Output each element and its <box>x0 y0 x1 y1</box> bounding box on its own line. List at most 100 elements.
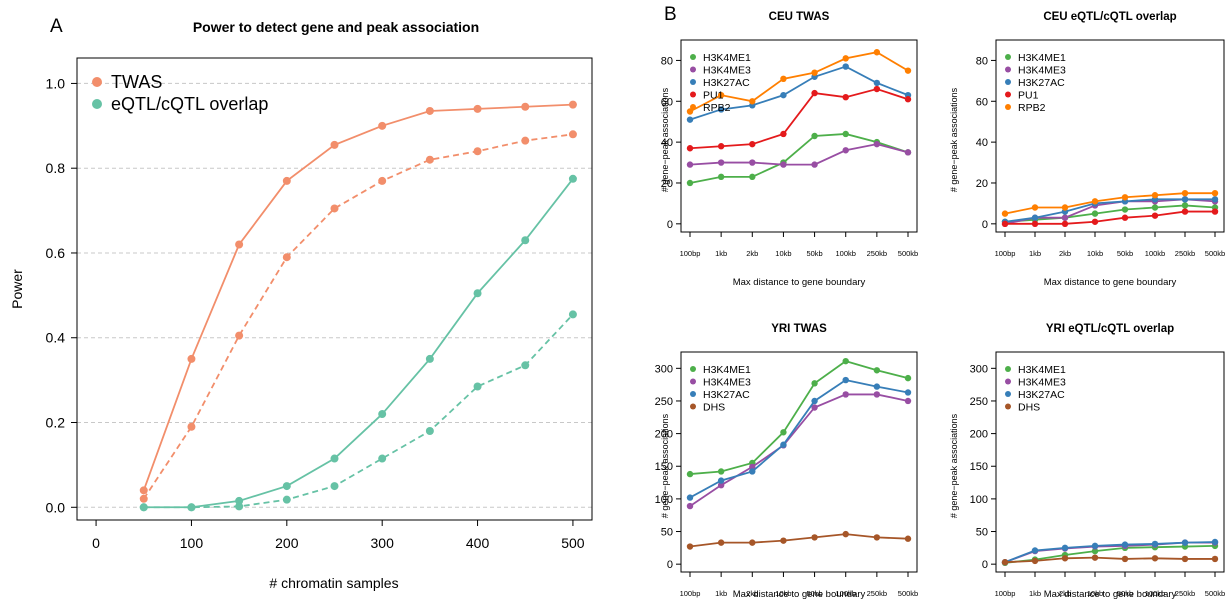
data-point <box>473 382 482 391</box>
x-tick-label: 100kb <box>835 249 855 258</box>
y-axis-label: # gene−peak associations <box>660 87 670 192</box>
legend-label: RPB2 <box>703 102 731 114</box>
data-point <box>842 93 849 101</box>
legend-label: DHS <box>703 402 725 414</box>
legend-label: H3K4ME3 <box>703 377 751 389</box>
data-point <box>473 147 482 156</box>
series-line-rpb2 <box>1004 192 1215 215</box>
data-point <box>568 174 577 183</box>
x-tick-label: 200 <box>275 535 299 551</box>
x-axis-label: # chromatin samples <box>269 575 398 591</box>
x-tick-label: 250kb <box>1175 249 1195 258</box>
data-point <box>904 389 912 396</box>
panel-b-ceu-overlap-chart: 0 20 40 60 80 100bp 1kb 2kb 10kb 50kb 100kb 250kb 50… <box>949 11 1225 288</box>
data-point <box>521 102 530 111</box>
data-point <box>749 173 756 181</box>
y-tick-label: 150 <box>655 461 673 473</box>
series-line-h3k4me1 <box>1004 204 1216 223</box>
data-point <box>378 121 387 130</box>
data-point <box>811 534 818 541</box>
y-tick-label: 100 <box>655 494 673 506</box>
data-point <box>1031 204 1039 211</box>
x-tick-label: 2kb <box>746 589 758 598</box>
x-tick-label: 250kb <box>1175 589 1195 598</box>
data-point <box>1151 540 1159 548</box>
series-line-pu1 <box>689 88 909 150</box>
legend-label: TWAS <box>111 72 162 92</box>
data-point <box>330 204 339 213</box>
x-tick-label: 50kb <box>806 249 822 258</box>
data-point <box>904 397 912 405</box>
data-point <box>780 130 787 138</box>
data-point <box>873 391 881 398</box>
data-point <box>235 240 244 249</box>
data-point <box>842 147 849 154</box>
data-point <box>904 374 912 382</box>
data-point <box>1091 210 1099 217</box>
data-point <box>686 543 694 550</box>
data-point <box>749 539 756 546</box>
panel-label-a: A <box>50 16 63 37</box>
data-point <box>568 100 577 109</box>
x-tick-label: 100kb <box>835 589 855 598</box>
data-point <box>1211 196 1219 203</box>
data-point <box>717 143 725 150</box>
data-point <box>1121 194 1129 201</box>
legend-label: eQTL/cQTL overlap <box>111 94 268 114</box>
data-point <box>425 106 434 115</box>
x-tick-label: 500kb <box>1205 249 1225 258</box>
data-point <box>842 391 849 398</box>
series-line-3 <box>143 178 574 509</box>
y-tick-label: 0 <box>667 219 673 231</box>
data-point <box>1151 555 1159 562</box>
data-point <box>686 108 694 115</box>
panel-label-b: B <box>664 4 677 25</box>
x-tick-label: 500kb <box>1205 589 1225 598</box>
x-tick-label: 100bp <box>680 589 701 598</box>
y-axis-label: # gene−peak associations <box>949 87 959 192</box>
plot-frame <box>680 39 918 233</box>
data-point <box>1211 189 1219 197</box>
data-point <box>1151 212 1159 219</box>
data-point <box>473 289 482 298</box>
y-tick-label: 80 <box>976 55 988 67</box>
legend-marker <box>1005 54 1011 60</box>
series-line-pu1 <box>1005 210 1215 225</box>
y-tick-label: 1.0 <box>46 75 66 91</box>
data-point <box>521 361 530 370</box>
data-point <box>1061 220 1069 228</box>
legend-marker <box>92 77 102 87</box>
data-point <box>873 534 881 541</box>
x-tick-label: 400 <box>466 535 490 551</box>
data-point <box>139 494 148 503</box>
legend-label: H3K4ME1 <box>703 364 751 376</box>
data-point <box>873 383 881 390</box>
legend-marker <box>1005 104 1011 110</box>
legend-label: H3K4ME1 <box>1018 52 1066 64</box>
data-point <box>425 354 434 363</box>
data-point <box>330 482 339 491</box>
y-tick-label: 50 <box>661 527 673 539</box>
x-axis-label: Max distance to gene boundary <box>733 589 866 600</box>
chart-title: Power to detect gene and peak associatio… <box>193 19 479 35</box>
data-point <box>780 441 787 448</box>
data-point <box>780 91 787 99</box>
legend-marker <box>690 91 696 98</box>
data-point <box>717 539 725 546</box>
legend-marker <box>1005 66 1011 73</box>
chart-title: CEU TWAS <box>769 11 830 23</box>
y-tick-label: 300 <box>655 363 673 375</box>
chart-title: CEU eQTL/cQTL overlap <box>1043 11 1176 23</box>
legend-label: PU1 <box>703 90 724 102</box>
data-point <box>1181 189 1189 197</box>
data-point <box>1091 218 1099 225</box>
series-line-4 <box>143 313 574 509</box>
data-point <box>686 179 694 187</box>
series-line-h3k27ac <box>1004 541 1216 564</box>
legend-marker <box>1005 366 1011 372</box>
data-point <box>187 354 196 363</box>
data-point <box>521 236 530 245</box>
data-point <box>568 130 577 139</box>
data-point <box>1181 196 1189 203</box>
x-tick-label: 250kb <box>867 249 887 258</box>
